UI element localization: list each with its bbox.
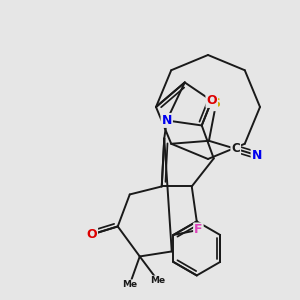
Text: N: N <box>162 114 172 127</box>
Text: Me: Me <box>150 276 165 285</box>
Text: C: C <box>231 142 240 155</box>
Text: F: F <box>194 224 202 236</box>
Text: O: O <box>86 228 97 241</box>
Text: N: N <box>252 149 262 162</box>
Text: Me: Me <box>122 280 137 289</box>
Text: S: S <box>212 97 220 110</box>
Text: O: O <box>206 94 217 107</box>
